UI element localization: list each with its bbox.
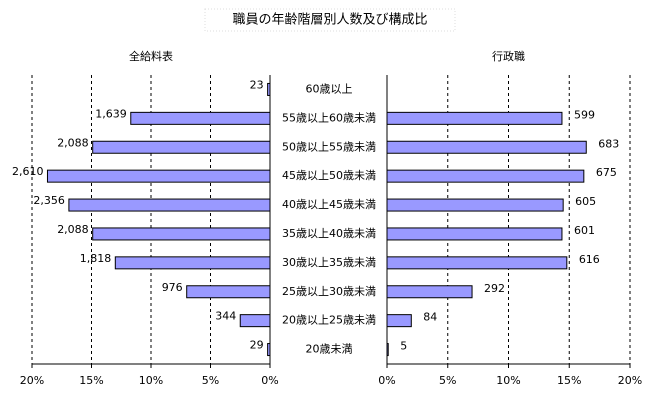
category-label: 25歳以上30歳未満 bbox=[282, 285, 376, 298]
x-tick-label: 20% bbox=[20, 374, 44, 387]
category-label: 35歳以上40歳未満 bbox=[282, 227, 376, 240]
x-tick-label: 15% bbox=[557, 374, 581, 387]
bar bbox=[68, 198, 271, 212]
x-tick-label: 10% bbox=[496, 374, 520, 387]
bar bbox=[386, 198, 564, 212]
x-tick-label: 20% bbox=[618, 374, 642, 387]
bar bbox=[386, 343, 389, 357]
bar bbox=[386, 111, 563, 125]
category-label: 60歳以上 bbox=[306, 82, 353, 95]
data-label: 2,610 bbox=[12, 165, 44, 178]
data-label: 675 bbox=[596, 166, 617, 179]
bar bbox=[114, 256, 271, 270]
data-label: 2,088 bbox=[57, 136, 89, 149]
category-label: 45歳以上50歳未満 bbox=[282, 169, 376, 182]
bar bbox=[92, 140, 271, 154]
category-label: 20歳未満 bbox=[306, 343, 353, 356]
series-name: 全給料表 bbox=[129, 49, 173, 63]
bar bbox=[267, 343, 271, 357]
data-label: 292 bbox=[484, 282, 505, 295]
bar bbox=[186, 285, 271, 299]
category-label: 30歳以上35歳未満 bbox=[282, 256, 376, 269]
data-label: 2,356 bbox=[33, 194, 65, 207]
series-name: 行政職 bbox=[492, 49, 525, 63]
bar bbox=[46, 169, 271, 183]
category-label: 50歳以上55歳未満 bbox=[282, 140, 376, 153]
bar bbox=[386, 227, 563, 241]
data-label: 1,818 bbox=[80, 252, 112, 265]
title-box bbox=[204, 8, 456, 32]
data-label: 84 bbox=[423, 311, 437, 324]
chart-title: 職員の年齢階層別人数及び構成比 bbox=[232, 13, 427, 28]
bar bbox=[92, 227, 271, 241]
x-tick-label: 15% bbox=[79, 374, 103, 387]
bar bbox=[267, 82, 271, 96]
category-label: 40歳以上45歳未満 bbox=[282, 198, 376, 211]
category-label: 20歳以上25歳未満 bbox=[282, 314, 376, 327]
data-label: 1,639 bbox=[95, 107, 127, 120]
bar bbox=[386, 285, 473, 299]
data-label: 23 bbox=[250, 78, 264, 91]
bar bbox=[386, 140, 587, 154]
x-tick-label: 5% bbox=[439, 374, 456, 387]
bar bbox=[386, 256, 568, 270]
bar bbox=[239, 314, 271, 328]
bar bbox=[386, 169, 585, 183]
data-label: 599 bbox=[574, 108, 595, 121]
data-label: 976 bbox=[162, 281, 183, 294]
category-label: 55歳以上60歳未満 bbox=[282, 111, 376, 124]
data-label: 5 bbox=[400, 340, 407, 353]
data-label: 2,088 bbox=[57, 223, 89, 236]
data-label: 616 bbox=[579, 253, 600, 266]
data-label: 29 bbox=[250, 339, 264, 352]
x-tick-label: 10% bbox=[139, 374, 163, 387]
x-tick-label: 0% bbox=[261, 374, 278, 387]
bar bbox=[386, 314, 412, 328]
x-tick-label: 5% bbox=[202, 374, 219, 387]
data-label: 683 bbox=[598, 137, 619, 150]
x-tick-label: 0% bbox=[378, 374, 395, 387]
data-label: 605 bbox=[575, 195, 596, 208]
data-label: 344 bbox=[215, 310, 236, 323]
data-label: 601 bbox=[574, 224, 595, 237]
bar bbox=[130, 111, 271, 125]
